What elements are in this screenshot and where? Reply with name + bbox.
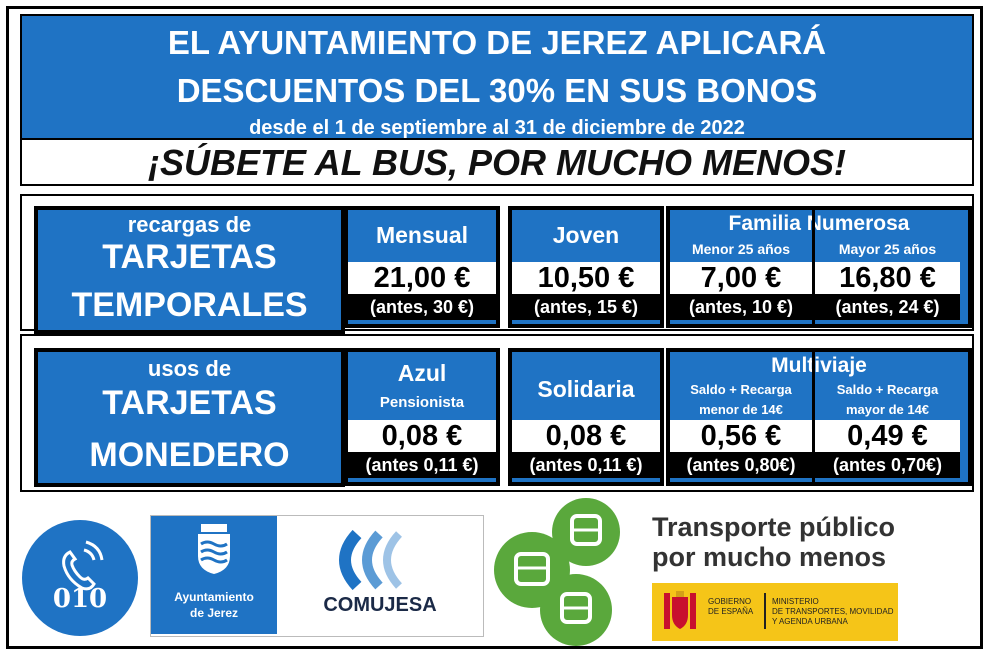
multiviaje-mayor-before: (antes 0,70€) [815, 452, 960, 478]
slogan: ¡SÚBETE AL BUS, POR MUCHO MENOS! [20, 140, 974, 186]
train-circle [552, 498, 620, 566]
card-multiviaje: Multiviaje Saldo + Recarga menor de 14€ … [666, 348, 972, 486]
gobierno-text: GOBIERNO DE ESPAÑA [708, 597, 753, 617]
multiviaje-mayor-label: Saldo + Recarga mayor de 14€ [815, 380, 960, 420]
header-line-2: DESCUENTOS DEL 30% EN SUS BONOS [176, 72, 818, 109]
azul-price: 0,08 € [348, 420, 496, 452]
ministerio-line-3: Y AGENDA URBANA [772, 617, 848, 626]
familia-mayor-price: 16,80 € [815, 262, 960, 294]
ministerio-text: MINISTERIO DE TRANSPORTES, MOVILIDAD Y A… [772, 597, 894, 627]
azul-sub: Pensionista [379, 394, 465, 411]
joven-before: (antes, 15 €) [512, 294, 660, 320]
solidaria-before: (antes 0,11 €) [512, 452, 660, 478]
multiviaje-menor-label-1: Saldo + Recarga [690, 382, 792, 397]
tram-circle [540, 574, 612, 646]
transporte-line-1: Transporte público [652, 512, 896, 542]
monedero-label-card: usos de TARJETAS MONEDERO [34, 348, 345, 487]
multiviaje-title: Multiviaje [771, 354, 867, 377]
multiviaje-mayor-label-1: Saldo + Recarga [836, 382, 939, 397]
ayto-label-1: Ayuntamiento [174, 590, 254, 604]
joven-price: 10,50 € [512, 262, 660, 294]
solidaria-title: Solidaria [537, 376, 635, 402]
ayto-label-2: de Jerez [189, 606, 239, 620]
comujesa-mark-icon [339, 530, 403, 590]
mensual-price: 21,00 € [348, 262, 496, 294]
phone-icon [62, 540, 104, 591]
familia-mayor-label: Mayor 25 años [815, 238, 960, 260]
card-solidaria: Solidaria 0,08 € (antes 0,11 €) [508, 348, 664, 486]
gobierno-line-2: DE ESPAÑA [708, 607, 754, 616]
card-joven: Joven 10,50 € (antes, 15 €) [508, 206, 664, 328]
mensual-before: (antes, 30 €) [348, 294, 496, 320]
card-azul: Azul Pensionista 0,08 € (antes 0,11 €) [344, 348, 500, 486]
temporales-small: recargas de [127, 212, 252, 237]
transporte-line-2: por mucho menos [652, 542, 887, 572]
comujesa-label: COMUJESA [323, 594, 437, 616]
header-line-1: EL AYUNTAMIENTO DE JEREZ APLICARÁ [167, 24, 827, 61]
familia-menor-price: 7,00 € [670, 262, 812, 294]
familia-menor-label: Menor 25 años [670, 238, 812, 260]
monedero-big-1: TARJETAS [102, 384, 277, 422]
temporales-big-2: TEMPORALES [71, 286, 308, 324]
gobierno-divider [764, 593, 766, 629]
mensual-title: Mensual [375, 222, 469, 248]
transporte-slogan: Transporte público por mucho menos [652, 512, 972, 572]
multiviaje-menor-label-2: menor de 14€ [699, 402, 783, 417]
multiviaje-mayor-price: 0,49 € [815, 420, 960, 452]
azul-title: Azul [397, 360, 447, 386]
ministerio-line-2: DE TRANSPORTES, MOVILIDAD [772, 607, 894, 616]
multiviaje-mayor-col: Saldo + Recarga mayor de 14€ 0,49 € (ant… [815, 352, 960, 482]
jerez-crest-icon [198, 524, 230, 574]
familia-mayor-col: Mayor 25 años 16,80 € (antes, 24 €) [815, 210, 960, 324]
gobierno-logo: GOBIERNO DE ESPAÑA MINISTERIO DE TRANSPO… [652, 583, 898, 641]
multiviaje-mayor-label-2: mayor de 14€ [845, 402, 930, 417]
multiviaje-menor-price: 0,56 € [670, 420, 812, 452]
joven-title: Joven [552, 222, 620, 248]
gobierno-line-1: GOBIERNO [708, 597, 752, 606]
multiviaje-menor-label: Saldo + Recarga menor de 14€ [670, 380, 812, 420]
spain-coat-of-arms-icon [664, 591, 696, 629]
solidaria-price: 0,08 € [512, 420, 660, 452]
ayuntamiento-logo: Ayuntamiento de Jerez [151, 516, 277, 634]
phone-number: 010 [52, 584, 108, 614]
temporales-big-1: TARJETAS [102, 238, 277, 276]
monedero-panel: usos de TARJETAS MONEDERO Azul Pensionis… [20, 334, 974, 492]
transport-icons-cluster [494, 498, 620, 646]
temporales-panel: recargas de TARJETAS TEMPORALES Mensual … [20, 194, 974, 334]
card-familia-numerosa: Familia Numerosa Menor 25 años 7,00 € (a… [666, 206, 972, 328]
poster-frame [6, 6, 983, 649]
familia-menor-col: Menor 25 años 7,00 € (antes, 10 €) [670, 210, 815, 324]
ministerio-line-1: MINISTERIO [772, 597, 819, 606]
monedero-small: usos de [147, 356, 232, 381]
multiviaje-menor-col: Saldo + Recarga menor de 14€ 0,56 € (ant… [670, 352, 815, 482]
ayuntamiento-comujesa-logos: Ayuntamiento de Jerez COMUJESA [150, 515, 484, 637]
monedero-big-2: MONEDERO [89, 436, 290, 474]
temporales-label-card: recargas de TARJETAS TEMPORALES [34, 206, 345, 334]
azul-before: (antes 0,11 €) [348, 452, 496, 478]
familia-menor-before: (antes, 10 €) [670, 294, 812, 320]
header-dates: desde el 1 de septiembre al 31 de diciem… [249, 117, 745, 139]
familia-mayor-before: (antes, 24 €) [815, 294, 960, 320]
phone-010-logo: 010 [22, 520, 138, 636]
card-mensual: Mensual 21,00 € (antes, 30 €) [344, 206, 500, 328]
header-banner: EL AYUNTAMIENTO DE JEREZ APLICARÁ DESCUE… [20, 14, 974, 140]
multiviaje-menor-before: (antes 0,80€) [670, 452, 812, 478]
familia-title: Familia Numerosa [728, 212, 910, 235]
